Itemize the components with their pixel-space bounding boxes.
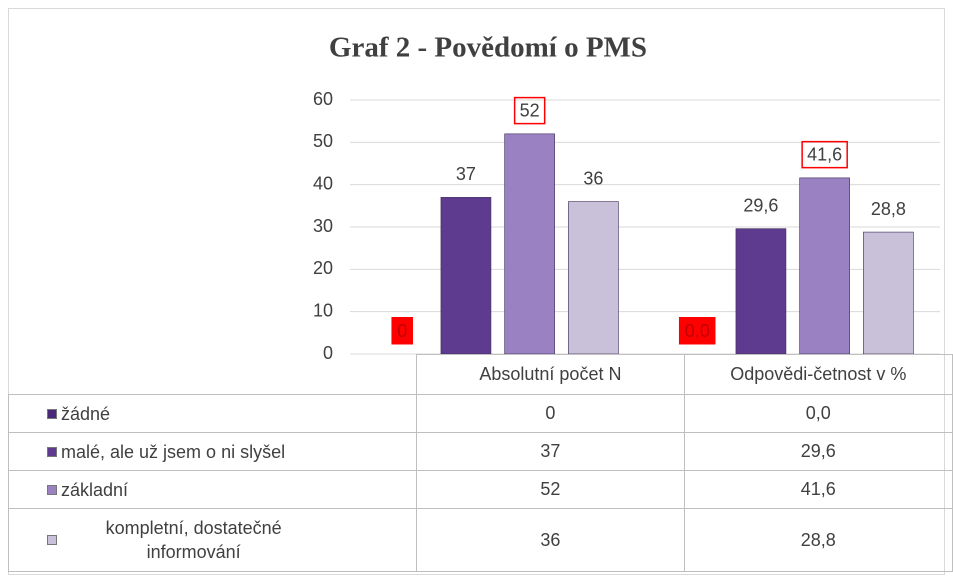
y-tick-label: 20 (313, 258, 333, 278)
chart-title: Graf 2 - Povědomí o PMS (329, 32, 647, 64)
table-value: 41,6 (683, 470, 953, 509)
legend-label: žádné (61, 403, 111, 424)
data-label: 37 (456, 164, 476, 184)
header-row: Absolutní počet N Odpovědi-četnost v % (9, 354, 953, 395)
label-box (678, 317, 716, 345)
table-value: 52 (416, 470, 685, 509)
data-label: 0,0 (685, 321, 710, 341)
legend-marker (47, 484, 57, 495)
legend-cell: malé, ale už jsem o ni slyšel (7, 432, 418, 471)
bar (440, 197, 492, 355)
bar (799, 177, 850, 355)
legend-marker (47, 408, 57, 419)
label-box (801, 140, 848, 169)
chart-border (8, 8, 945, 575)
corner-cell (9, 355, 417, 395)
table-row: malé, ale už jsem o ni slyšel 37 29,6 (7, 432, 953, 471)
bar (863, 231, 914, 355)
x-tick-label: Odpovědi-četnost v % (683, 354, 953, 395)
legend-cell: základní (7, 470, 418, 509)
table-value: 36 (416, 508, 685, 572)
legend-label: malé, ale už jsem o ni slyšel (61, 441, 286, 462)
y-tick-label: 0 (323, 343, 333, 363)
bar (735, 228, 787, 355)
data-label: 52 (520, 101, 540, 121)
legend-label: základní (61, 479, 129, 500)
table-row: žádné 0 0,0 (7, 394, 953, 433)
bar (504, 133, 555, 355)
y-tick-label: 50 (313, 131, 333, 151)
data-label: 28,8 (871, 199, 906, 219)
data-label: 0 (397, 321, 407, 341)
table-row: základní 52 41,6 (7, 470, 953, 509)
table-value: 0 (416, 394, 685, 433)
bar (568, 201, 619, 355)
table-value: 0,0 (683, 394, 953, 433)
y-tick-label: 60 (313, 89, 333, 109)
label-box (391, 317, 413, 345)
y-tick-label: 10 (313, 300, 333, 320)
table-value: 28,8 (683, 508, 953, 572)
data-label: 29,6 (743, 195, 778, 215)
legend-cell: kompletní, dostatečné informování (7, 508, 418, 572)
legend-cell: žádné (7, 394, 418, 433)
data-table: Absolutní počet N Odpovědi-četnost v % žád… (7, 354, 953, 572)
label-box (513, 96, 546, 125)
y-tick-label: 40 (313, 173, 333, 193)
legend-marker (47, 535, 57, 545)
y-tick-label: 30 (313, 216, 333, 236)
data-label: 41,6 (807, 145, 842, 165)
table-row: kompletní, dostatečné informování 36 28,8 (7, 508, 953, 572)
legend-label: kompletní, dostatečné informování (105, 518, 282, 562)
x-tick-label: Absolutní počet N (416, 354, 685, 395)
table-value: 29,6 (683, 432, 953, 471)
table-value: 37 (416, 432, 685, 471)
data-label: 36 (583, 168, 603, 188)
legend-marker (47, 446, 57, 457)
